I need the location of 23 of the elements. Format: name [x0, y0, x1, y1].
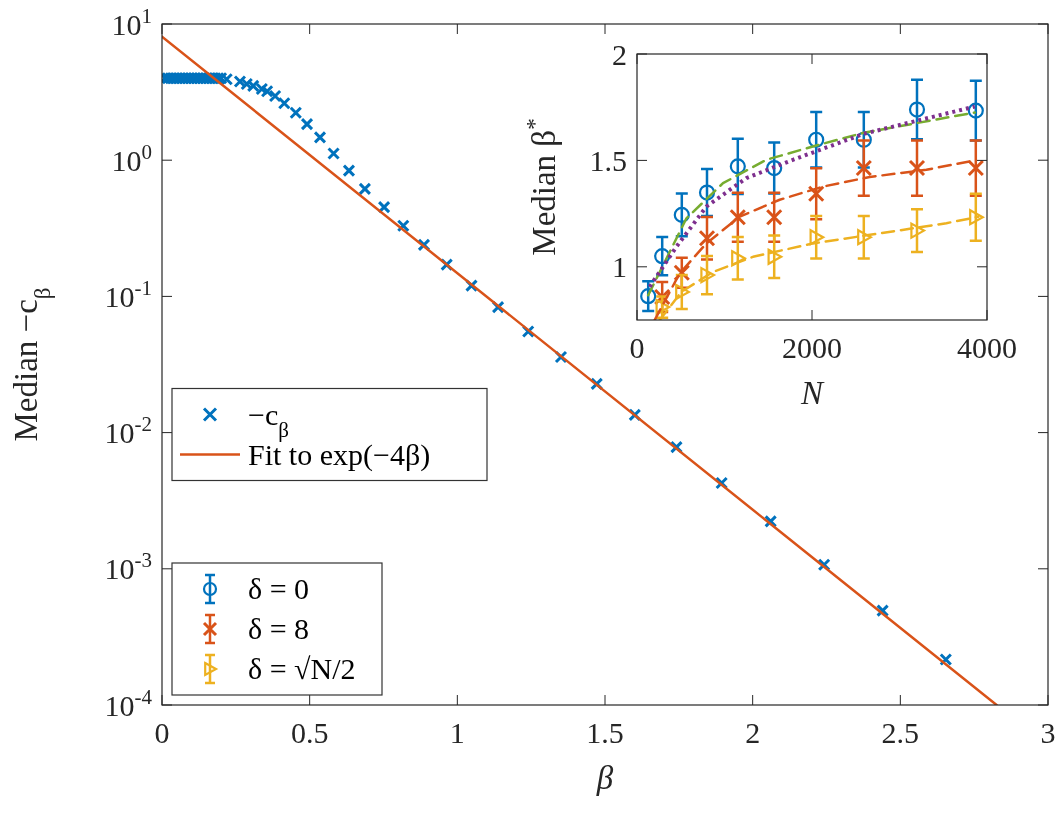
x-axis-title: β [595, 760, 614, 796]
x-tick-label: 0 [154, 716, 170, 749]
x-tick-label: 4000 [957, 331, 1017, 364]
x-tick-label: 2 [745, 716, 761, 749]
legend-label: δ = 0 [248, 572, 310, 605]
x-tick-label: 2000 [782, 331, 842, 364]
y-tick-label: 10$^{-1}$ [104, 275, 152, 313]
y-tick-label: 10$^{1}$ [111, 3, 152, 41]
legend-label: δ = 8 [248, 612, 310, 645]
x-tick-label: 1 [449, 716, 465, 749]
x-tick-label: 3 [1040, 716, 1056, 749]
legend-label: δ = √N/2 [248, 652, 356, 685]
y-tick-label: 1.5 [589, 143, 627, 177]
y-tick-label: 10$^{-2}$ [104, 412, 152, 450]
y-tick-label: 10$^{0}$ [111, 139, 152, 177]
y-tick-label: 10$^{-3}$ [104, 548, 152, 586]
x-tick-label: 0.5 [290, 716, 329, 749]
y-tick-label: 1 [612, 250, 627, 284]
x-tick-label: 0 [629, 331, 645, 364]
y-tick-label: 10$^{-4}$ [104, 684, 153, 722]
x-axis-title: N [799, 375, 825, 411]
x-tick-label: 2.5 [881, 716, 920, 749]
y-tick-label: 2 [612, 37, 627, 71]
